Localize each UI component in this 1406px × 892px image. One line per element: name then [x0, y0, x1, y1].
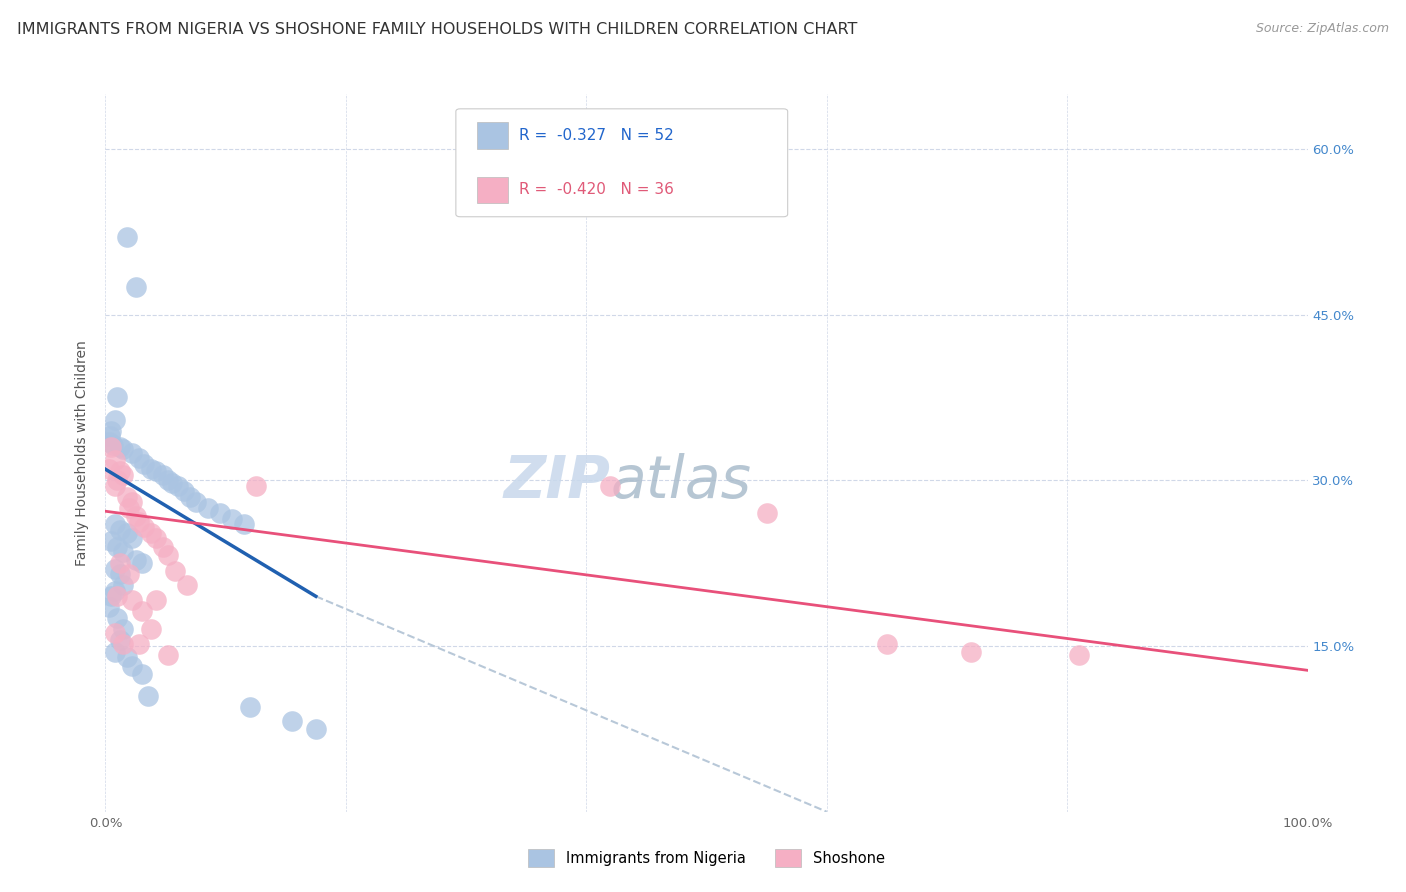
Point [118, 567, 141, 582]
Point [121, 659, 143, 673]
Text: R =  -0.327   N = 52: R = -0.327 N = 52 [519, 128, 673, 143]
Point [179, 490, 201, 504]
Point [115, 230, 138, 244]
Point [145, 531, 167, 545]
Point [145, 592, 167, 607]
Point [960, 644, 983, 658]
Point [98, 429, 121, 443]
Point [139, 526, 162, 541]
Point [124, 280, 146, 294]
Legend: Immigrants from Nigeria, Shoshone: Immigrants from Nigeria, Shoshone [522, 843, 891, 872]
Point [121, 531, 143, 545]
Point [108, 440, 131, 454]
Point [112, 637, 135, 651]
Point [152, 467, 174, 482]
Point [108, 633, 131, 648]
Point [100, 440, 122, 454]
Point [118, 500, 141, 515]
Point [107, 540, 129, 554]
Point [115, 650, 138, 665]
Point [121, 592, 143, 607]
Point [132, 519, 155, 533]
Point [101, 438, 124, 452]
Point [107, 391, 129, 405]
Point [112, 442, 135, 457]
Point [152, 540, 174, 554]
Point [104, 644, 127, 658]
Point [108, 465, 131, 479]
Point [197, 500, 219, 515]
Point [107, 611, 129, 625]
Point [100, 424, 122, 438]
Point [139, 462, 162, 476]
Point [112, 623, 135, 637]
Point [108, 567, 131, 582]
Point [173, 484, 195, 499]
Point [599, 479, 621, 493]
Point [165, 564, 187, 578]
Point [136, 689, 159, 703]
Point [107, 590, 129, 604]
Text: atlas: atlas [610, 453, 751, 510]
Point [305, 722, 328, 736]
Point [115, 490, 138, 504]
Point [104, 412, 127, 426]
Point [112, 578, 135, 592]
Point [128, 516, 150, 530]
Point [115, 526, 138, 541]
Point [121, 495, 143, 509]
Point [184, 495, 207, 509]
Point [128, 637, 150, 651]
Point [107, 473, 129, 487]
Point [156, 549, 179, 563]
Point [104, 479, 127, 493]
Point [1069, 648, 1091, 662]
Point [128, 451, 150, 466]
Point [104, 453, 127, 467]
Point [104, 562, 127, 576]
Point [112, 467, 135, 482]
Y-axis label: Family Households with Children: Family Households with Children [76, 340, 90, 566]
Point [98, 600, 121, 615]
Text: ZIP: ZIP [503, 453, 610, 510]
Point [176, 578, 198, 592]
Point [876, 637, 898, 651]
Point [104, 625, 127, 640]
Point [104, 583, 127, 598]
Point [245, 479, 267, 493]
Point [755, 507, 778, 521]
Point [160, 475, 183, 490]
Text: IMMIGRANTS FROM NIGERIA VS SHOSHONE FAMILY HOUSEHOLDS WITH CHILDREN CORRELATION : IMMIGRANTS FROM NIGERIA VS SHOSHONE FAMI… [17, 22, 858, 37]
Point [132, 457, 155, 471]
Point [112, 545, 135, 559]
Point [124, 508, 146, 523]
Point [281, 714, 304, 728]
Point [221, 512, 243, 526]
Point [108, 556, 131, 570]
Point [208, 507, 231, 521]
Text: Source: ZipAtlas.com: Source: ZipAtlas.com [1256, 22, 1389, 36]
Point [239, 699, 262, 714]
Text: R =  -0.420   N = 36: R = -0.420 N = 36 [519, 183, 673, 197]
Point [145, 465, 167, 479]
Point [124, 553, 146, 567]
Point [121, 446, 143, 460]
Point [104, 517, 127, 532]
Point [98, 462, 121, 476]
Point [139, 623, 162, 637]
Point [232, 517, 254, 532]
Point [108, 523, 131, 537]
Point [156, 648, 179, 662]
Point [131, 666, 153, 681]
Point [100, 534, 122, 549]
Point [131, 556, 153, 570]
Point [98, 434, 121, 449]
Point [166, 479, 188, 493]
Point [156, 473, 179, 487]
Point [100, 590, 122, 604]
Point [131, 604, 153, 618]
